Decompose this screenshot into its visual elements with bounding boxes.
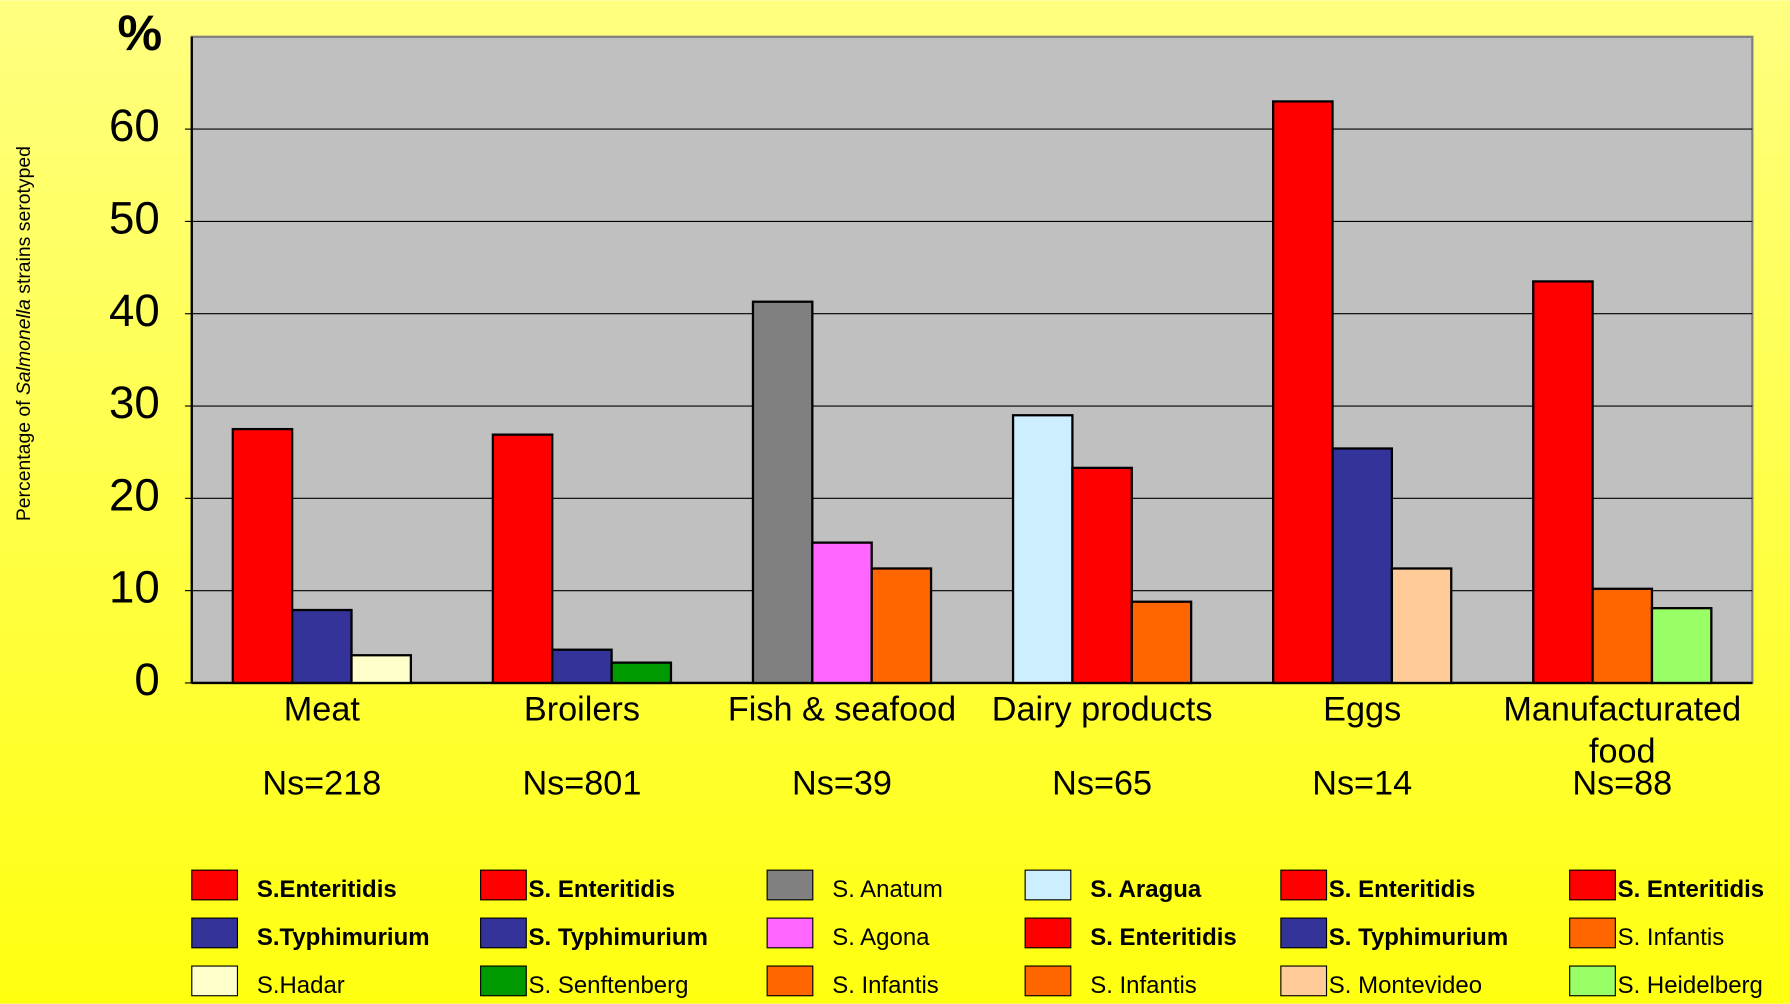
y-tick-label: 60 <box>109 100 160 151</box>
y-tick-label: 0 <box>134 654 159 705</box>
bar <box>231 427 294 685</box>
bar <box>1011 414 1074 685</box>
plot-area <box>190 35 1754 685</box>
legend-label: S.Typhimurium <box>257 924 430 951</box>
y-label-part: Percentage of <box>13 395 35 521</box>
bar <box>811 541 873 685</box>
legend-swatch <box>766 965 814 997</box>
legend-swatch <box>1280 917 1328 949</box>
bar <box>1650 607 1713 685</box>
legend-label: S. Aragua <box>1090 876 1202 903</box>
y-tick-label: 50 <box>109 192 160 243</box>
legend-label: S.Enteritidis <box>257 876 397 903</box>
sample-size: Ns=88 <box>1572 765 1672 803</box>
sample-size: Ns=65 <box>1052 765 1152 803</box>
legend-label: S. Enteritidis <box>1618 876 1765 903</box>
legend-swatch <box>1569 917 1616 949</box>
legend-label: S. Infantis <box>1090 972 1197 999</box>
legend-swatch <box>766 869 814 901</box>
legend-label: S. Senftenberg <box>529 972 689 999</box>
bar <box>1591 587 1654 685</box>
sample-size: Ns=39 <box>792 765 892 803</box>
legend-label: S. Montevideo <box>1329 972 1482 999</box>
legend-swatch <box>480 869 527 901</box>
legend-swatch <box>480 917 527 949</box>
x-tick-label: Eggs <box>1323 691 1401 729</box>
legend-swatch <box>480 965 527 997</box>
legend-label: S. Enteritidis <box>1090 924 1237 951</box>
legend-swatch <box>766 917 814 949</box>
legend-label: S. Typhimurium <box>529 924 708 951</box>
bar <box>350 654 413 685</box>
legend-label: S. Enteritidis <box>1329 876 1476 903</box>
legend-label: S. Enteritidis <box>529 876 676 903</box>
y-label-part: strains serotyped <box>13 146 35 299</box>
bar <box>1532 280 1594 685</box>
bar <box>870 567 933 685</box>
bar <box>551 648 613 685</box>
bar <box>610 661 673 685</box>
bar <box>751 300 814 685</box>
y-unit: % <box>117 5 162 61</box>
legend-swatch <box>191 869 239 901</box>
sample-size: Ns=218 <box>262 765 381 803</box>
legend-swatch <box>1024 917 1072 949</box>
y-tick-label: 10 <box>109 562 160 613</box>
x-tick-label: Meat <box>284 691 361 729</box>
legend-label: S. Infantis <box>1618 924 1725 951</box>
legend-label: S. Anatum <box>832 876 943 903</box>
legend-label: S.Hadar <box>257 972 345 999</box>
x-tick-label: Dairy products <box>992 691 1213 729</box>
x-tick-label-line: food <box>1589 733 1656 771</box>
legend-label: S. Agona <box>832 924 930 951</box>
legend-swatch <box>191 965 239 997</box>
legend-swatch <box>1024 869 1072 901</box>
y-tick-label: 40 <box>109 285 160 336</box>
legend-swatch <box>1280 965 1328 997</box>
y-tick-label: 20 <box>109 469 160 520</box>
bar <box>1390 567 1453 685</box>
legend-swatch <box>191 917 239 949</box>
x-tick-label: Broilers <box>524 691 640 729</box>
bar <box>491 433 554 685</box>
bar <box>1071 466 1133 685</box>
y-tick-label: 30 <box>109 377 160 428</box>
legend-swatch <box>1024 965 1072 997</box>
bar <box>1272 100 1334 685</box>
bar <box>1130 600 1193 685</box>
legend-swatch <box>1569 965 1616 997</box>
legend-swatch <box>1569 869 1616 901</box>
legend-label: S. Infantis <box>832 972 939 999</box>
legend-label: S. Typhimurium <box>1329 924 1508 951</box>
x-tick-label: Fish & seafood <box>728 691 956 729</box>
legend-swatch <box>1280 869 1328 901</box>
y-axis-label: Percentage of Salmonella strains serotyp… <box>13 146 35 521</box>
bar <box>291 608 353 685</box>
x-tick-label: Manufacturated food <box>1503 691 1741 771</box>
bar <box>1331 447 1394 685</box>
sample-size: Ns=801 <box>522 765 641 803</box>
legend-label: S. Heidelberg <box>1618 972 1763 999</box>
y-label-part: Salmonella <box>13 299 35 395</box>
sample-size: Ns=14 <box>1312 765 1412 803</box>
x-tick-label-line: Manufacturated <box>1503 691 1741 729</box>
